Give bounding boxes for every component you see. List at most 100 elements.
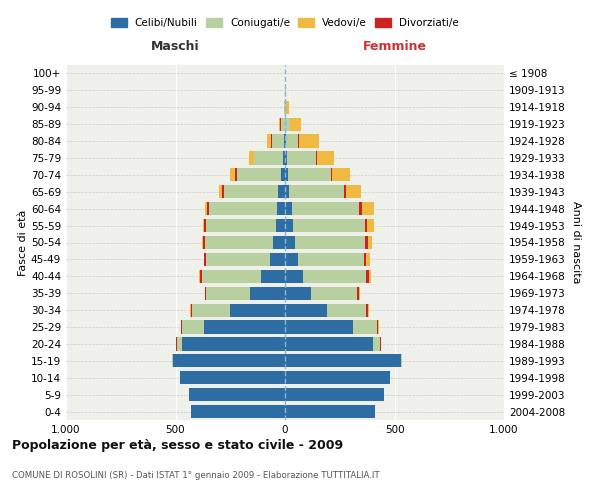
Bar: [176, 338, 182, 350]
Bar: [279, 118, 280, 131]
Bar: [206, 253, 269, 266]
Bar: [366, 304, 368, 316]
Bar: [285, 152, 287, 164]
Bar: [250, 286, 285, 300]
Bar: [368, 270, 371, 283]
Bar: [365, 236, 368, 249]
Bar: [205, 236, 273, 249]
Bar: [230, 168, 235, 181]
Bar: [205, 202, 207, 215]
Bar: [326, 304, 366, 316]
Text: Popolazione per età, sesso e stato civile - 2009: Popolazione per età, sesso e stato civil…: [12, 440, 343, 452]
Text: COMUNE DI ROSOLINI (SR) - Dati ISTAT 1° gennaio 2009 - Elaborazione TUTTITALIA.I: COMUNE DI ROSOLINI (SR) - Dati ISTAT 1° …: [12, 471, 380, 480]
Y-axis label: Fasce di età: Fasce di età: [18, 210, 28, 276]
Bar: [222, 185, 224, 198]
Bar: [203, 236, 205, 249]
Bar: [191, 304, 192, 316]
Bar: [281, 118, 284, 131]
Bar: [254, 152, 283, 164]
Bar: [277, 202, 285, 215]
Bar: [285, 100, 286, 114]
Bar: [295, 236, 365, 249]
Bar: [278, 185, 285, 198]
Bar: [285, 371, 390, 384]
Bar: [269, 253, 285, 266]
Bar: [206, 219, 276, 232]
Bar: [331, 168, 332, 181]
Bar: [373, 338, 380, 350]
Bar: [292, 202, 359, 215]
Bar: [285, 338, 373, 350]
Bar: [173, 354, 285, 368]
Bar: [367, 253, 370, 266]
Bar: [359, 202, 362, 215]
Bar: [284, 134, 285, 147]
Bar: [276, 219, 285, 232]
Bar: [285, 185, 289, 198]
Bar: [286, 118, 290, 131]
Bar: [298, 253, 364, 266]
Bar: [206, 286, 250, 300]
Bar: [188, 388, 285, 401]
Bar: [289, 185, 344, 198]
Bar: [202, 236, 203, 249]
Bar: [204, 320, 285, 334]
Bar: [286, 134, 298, 147]
Bar: [285, 168, 288, 181]
Bar: [311, 286, 357, 300]
Bar: [285, 304, 326, 316]
Bar: [366, 270, 368, 283]
Bar: [285, 236, 295, 249]
Bar: [267, 134, 271, 147]
Bar: [344, 185, 346, 198]
Bar: [359, 286, 360, 300]
Bar: [367, 219, 374, 232]
Bar: [285, 134, 286, 147]
Bar: [377, 320, 378, 334]
Bar: [353, 320, 377, 334]
Bar: [285, 405, 375, 418]
Bar: [346, 185, 361, 198]
Bar: [378, 320, 379, 334]
Bar: [205, 286, 206, 300]
Bar: [192, 304, 230, 316]
Bar: [401, 354, 402, 368]
Bar: [182, 338, 285, 350]
Bar: [180, 371, 285, 384]
Bar: [285, 320, 353, 334]
Bar: [287, 152, 316, 164]
Bar: [172, 354, 173, 368]
Bar: [317, 152, 334, 164]
Bar: [285, 270, 302, 283]
Bar: [368, 236, 372, 249]
Bar: [285, 286, 311, 300]
Bar: [286, 100, 289, 114]
Y-axis label: Anni di nascita: Anni di nascita: [571, 201, 581, 284]
Bar: [285, 253, 298, 266]
Bar: [182, 320, 204, 334]
Bar: [362, 202, 374, 215]
Bar: [204, 253, 205, 266]
Bar: [302, 270, 366, 283]
Text: Maschi: Maschi: [151, 40, 200, 53]
Bar: [200, 270, 202, 283]
Bar: [283, 152, 285, 164]
Bar: [290, 118, 301, 131]
Bar: [202, 270, 261, 283]
Bar: [284, 100, 285, 114]
Bar: [237, 168, 281, 181]
Bar: [299, 134, 319, 147]
Bar: [181, 320, 182, 334]
Bar: [281, 168, 285, 181]
Bar: [218, 185, 222, 198]
Bar: [332, 168, 350, 181]
Bar: [209, 202, 277, 215]
Bar: [285, 354, 401, 368]
Bar: [293, 219, 365, 232]
Bar: [203, 219, 204, 232]
Bar: [191, 405, 285, 418]
Legend: Celibi/Nubili, Coniugati/e, Vedovi/e, Divorziati/e: Celibi/Nubili, Coniugati/e, Vedovi/e, Di…: [107, 14, 463, 32]
Bar: [207, 202, 209, 215]
Bar: [205, 253, 206, 266]
Bar: [235, 168, 237, 181]
